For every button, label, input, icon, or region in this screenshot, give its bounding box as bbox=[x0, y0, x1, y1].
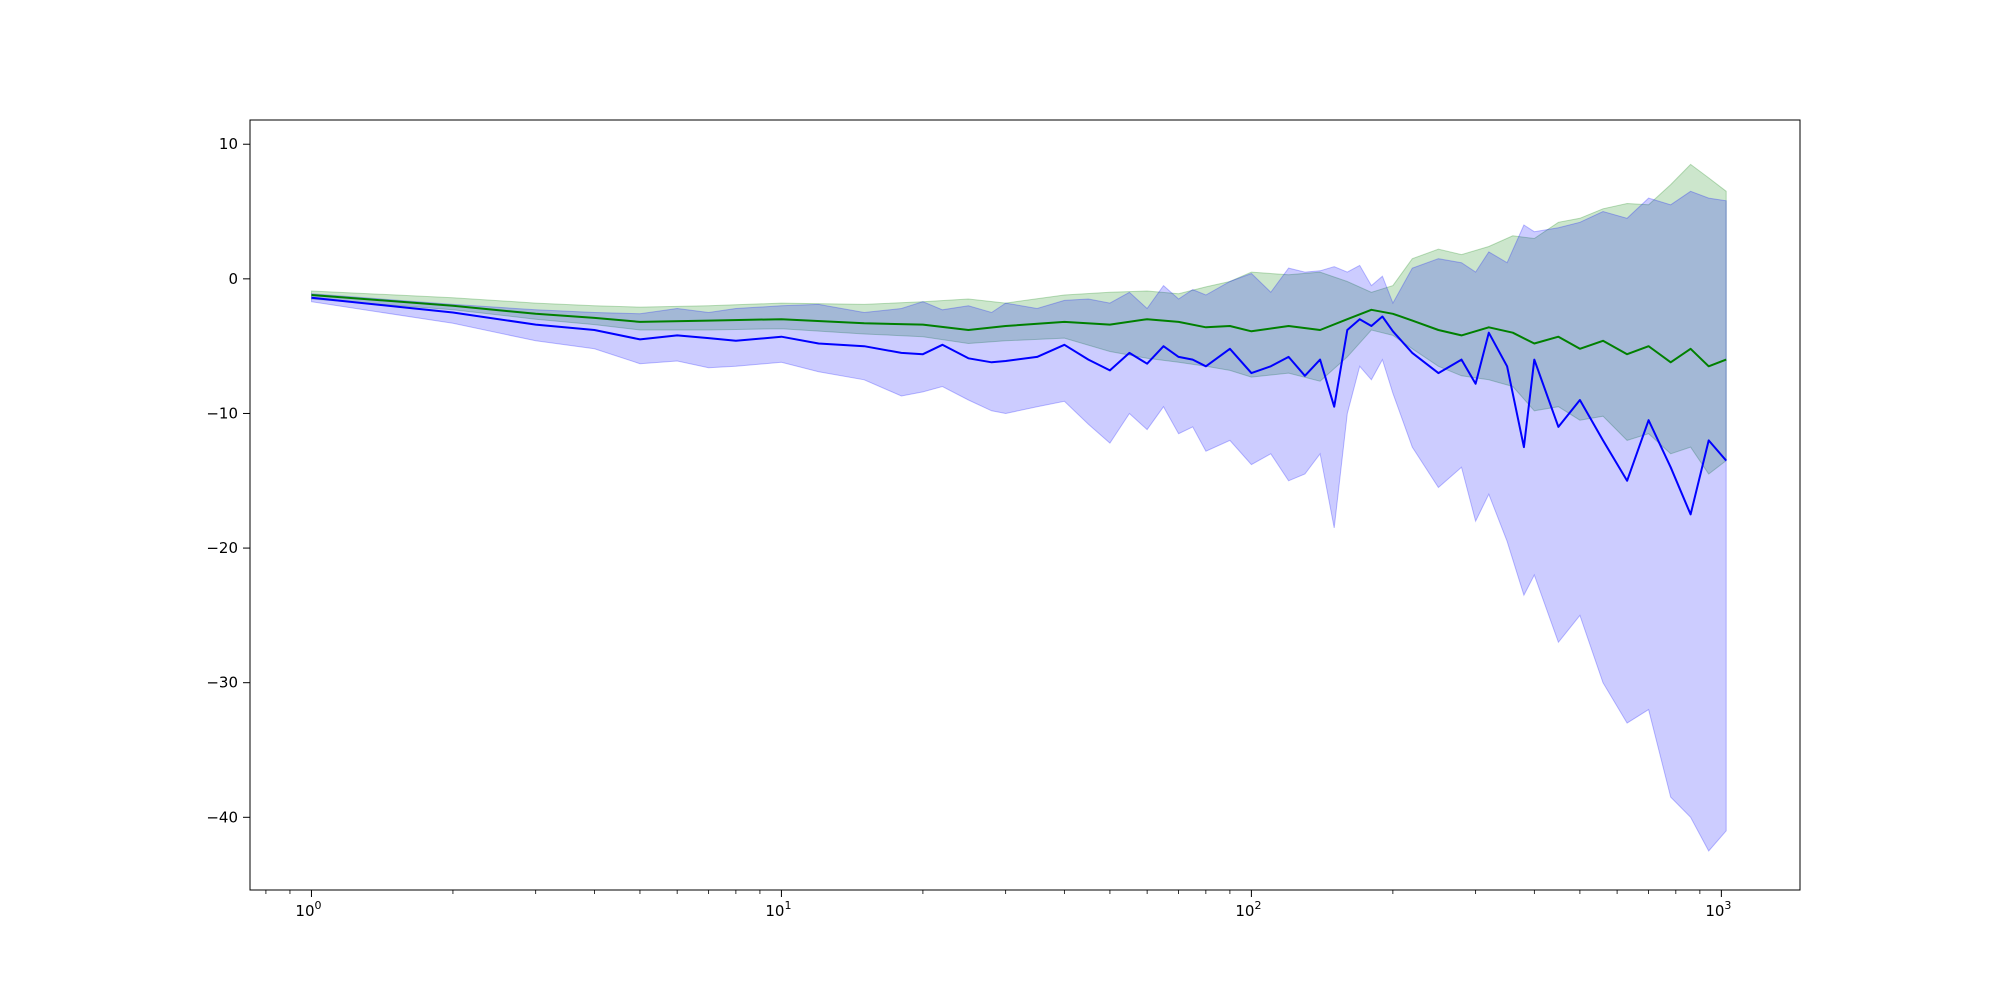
series-0-line bbox=[311, 294, 1727, 368]
y-tick-label: −40 bbox=[206, 808, 238, 826]
y-tick-label: −10 bbox=[206, 404, 238, 422]
y-tick-label: −30 bbox=[206, 674, 238, 692]
x-axis: 100 101 102 103 bbox=[265, 890, 1731, 920]
y-tick-label: 10 bbox=[219, 135, 238, 153]
series-1-line bbox=[311, 296, 1727, 516]
plot-frame bbox=[249, 119, 1801, 891]
y-tick-label: −20 bbox=[206, 539, 238, 557]
y-tick-label: 0 bbox=[228, 270, 238, 288]
series-1-band bbox=[311, 190, 1727, 852]
y-axis: 10 0 −10 −20 −30 −40 bbox=[206, 135, 250, 826]
series-lines bbox=[311, 294, 1727, 516]
